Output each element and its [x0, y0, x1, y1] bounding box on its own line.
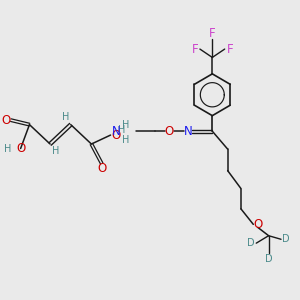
Text: D: D — [265, 254, 272, 264]
Text: H: H — [122, 120, 129, 130]
Text: O: O — [164, 125, 174, 138]
Text: O: O — [16, 142, 25, 155]
Text: F: F — [209, 27, 216, 40]
Text: H: H — [52, 146, 59, 157]
Text: O: O — [1, 114, 10, 127]
Text: D: D — [282, 234, 290, 244]
Text: F: F — [226, 43, 233, 56]
Text: H: H — [118, 125, 125, 135]
Text: H: H — [4, 143, 11, 154]
Text: O: O — [111, 129, 121, 142]
Text: F: F — [192, 43, 198, 56]
Text: N: N — [184, 125, 192, 138]
Text: O: O — [97, 162, 106, 175]
Text: H: H — [122, 134, 129, 145]
Text: H: H — [62, 112, 69, 122]
Text: N: N — [112, 125, 121, 138]
Text: O: O — [254, 218, 263, 231]
Text: D: D — [248, 238, 255, 248]
